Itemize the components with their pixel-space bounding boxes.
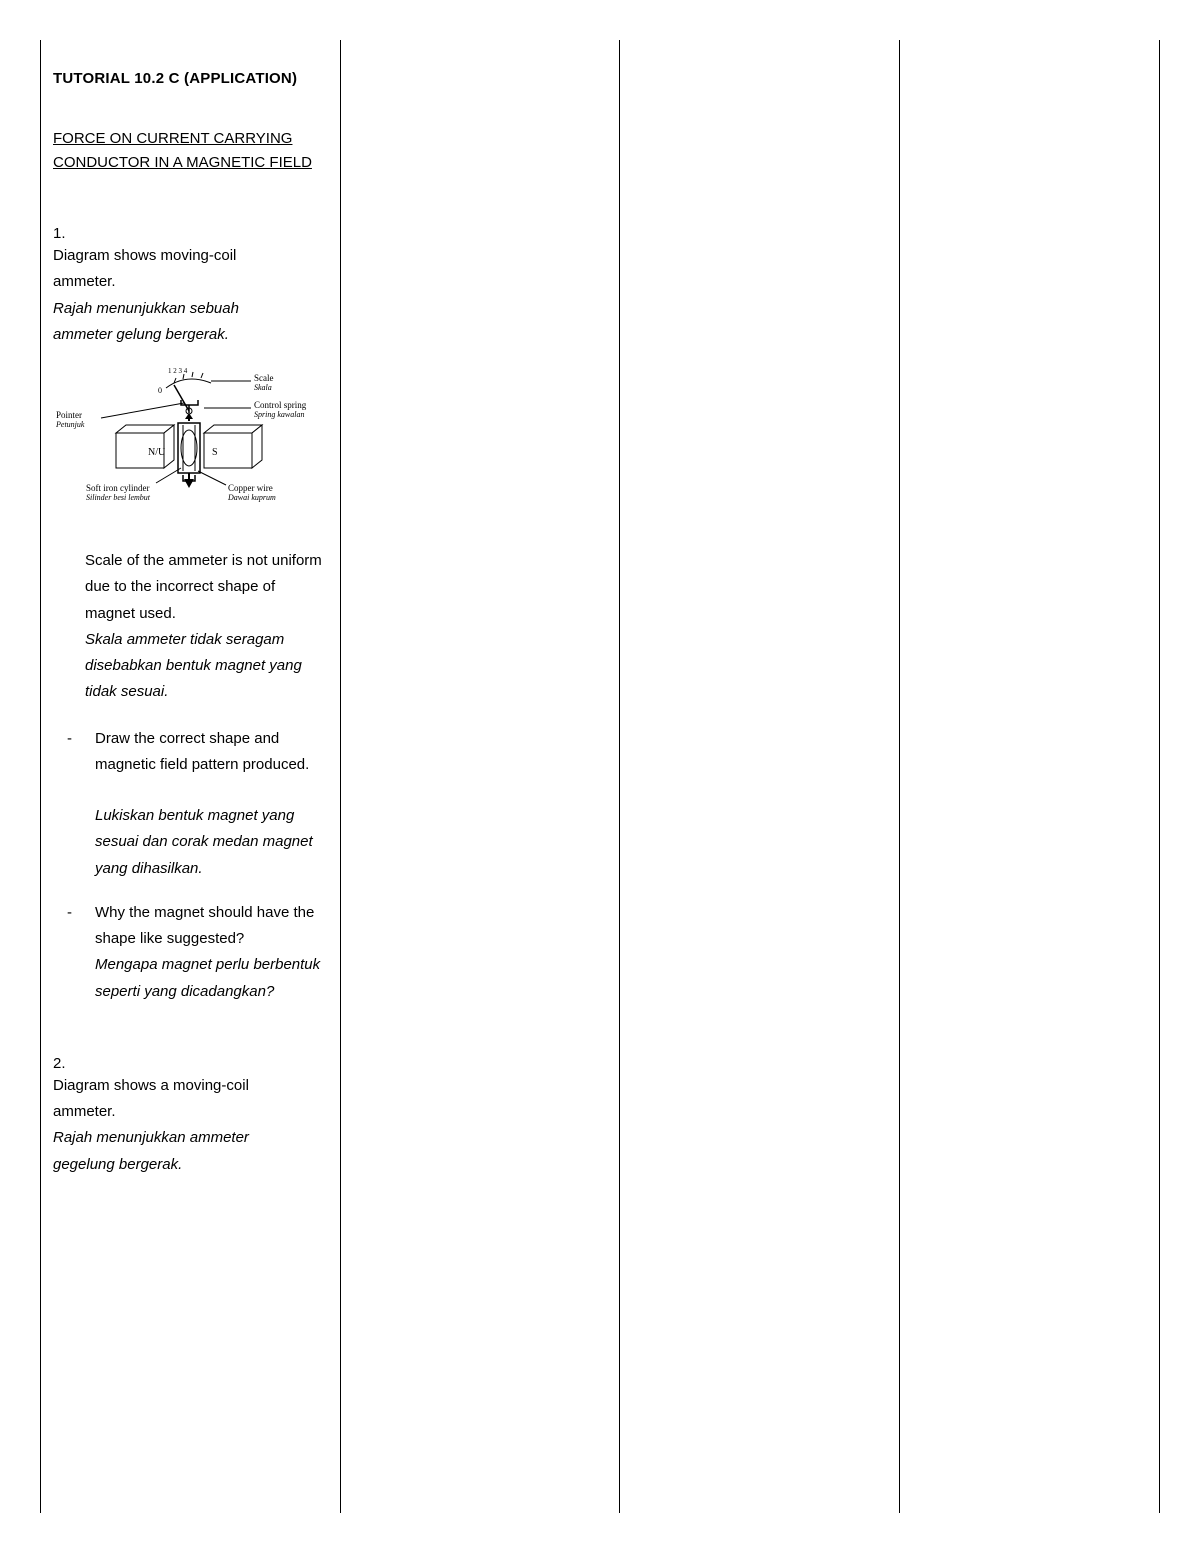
question-1-content: Diagram shows moving-coil ammeter. Rajah… xyxy=(53,243,296,348)
scale-label-en: Scale xyxy=(254,373,274,383)
question-2-number: 2. xyxy=(53,1055,81,1072)
q2-malay: Rajah menunjukkan ammeter gegelung berge… xyxy=(53,1129,249,1172)
question-2-block: 2. Diagram shows a moving-coil ammeter. … xyxy=(53,1055,328,1178)
control-spring-en: Control spring xyxy=(254,400,307,410)
q1-b1-my: Lukiskan bentuk magnet yang sesuai dan c… xyxy=(95,803,328,882)
q1-followup-my: Skala ammeter tidak seragam disebabkan b… xyxy=(85,631,302,701)
ammeter-svg: 1 2 3 4 0 Scale Skala Pointer Petunjuk C… xyxy=(56,363,326,518)
s-label: S xyxy=(212,447,218,458)
zero-text: 0 xyxy=(158,386,162,395)
column-2 xyxy=(340,40,620,1513)
scale-label-my: Skala xyxy=(254,383,272,392)
question-2-content: Diagram shows a moving-coil ammeter. Raj… xyxy=(53,1073,296,1178)
q1-malay: Rajah menunjukkan sebuah ammeter gelung … xyxy=(53,300,239,343)
columns-container: TUTORIAL 10.2 C (APPLICATION) FORCE ON C… xyxy=(40,40,1160,1513)
dash-icon: - xyxy=(67,726,72,752)
q1-followup-en: Scale of the ammeter is not uniform due … xyxy=(85,552,322,622)
dash-icon: - xyxy=(67,900,72,926)
control-spring-my: Spring kawalan xyxy=(254,410,304,419)
question-1-block: 1. Diagram shows moving-coil ammeter. Ra… xyxy=(53,225,328,1005)
q1-b1-en: Draw the correct shape and magnetic fiel… xyxy=(95,730,309,773)
soft-iron-en: Soft iron cylinder xyxy=(86,483,150,493)
q1-english: Diagram shows moving-coil ammeter. xyxy=(53,247,236,290)
nu-label: N/U xyxy=(148,447,166,458)
copper-en: Copper wire xyxy=(228,483,273,493)
ammeter-diagram: 1 2 3 4 0 Scale Skala Pointer Petunjuk C… xyxy=(53,363,328,518)
copper-my: Dawai kuprum xyxy=(227,493,276,502)
scale-ticks-text: 1 2 3 4 xyxy=(168,367,188,375)
tutorial-title: TUTORIAL 10.2 C (APPLICATION) xyxy=(53,70,328,87)
q1-bullet-1: - Draw the correct shape and magnetic fi… xyxy=(85,726,328,882)
pointer-label-my: Petunjuk xyxy=(56,420,85,429)
column-4 xyxy=(900,40,1160,1513)
q1-b2-my: Mengapa magnet perlu berbentuk seperti y… xyxy=(95,956,320,999)
q1-followup: Scale of the ammeter is not uniform due … xyxy=(85,548,328,706)
soft-iron-my: Silinder besi lembut xyxy=(86,493,151,502)
q1-b2-en: Why the magnet should have the shape lik… xyxy=(95,904,314,947)
column-3 xyxy=(620,40,900,1513)
column-1: TUTORIAL 10.2 C (APPLICATION) FORCE ON C… xyxy=(40,40,340,1513)
pointer-label-en: Pointer xyxy=(56,410,82,420)
section-subtitle: FORCE ON CURRENT CARRYING CONDUCTOR IN A… xyxy=(53,127,328,175)
q2-english: Diagram shows a moving-coil ammeter. xyxy=(53,1077,249,1120)
question-1-number: 1. xyxy=(53,225,81,242)
q1-bullet-2: - Why the magnet should have the shape l… xyxy=(85,900,328,1005)
